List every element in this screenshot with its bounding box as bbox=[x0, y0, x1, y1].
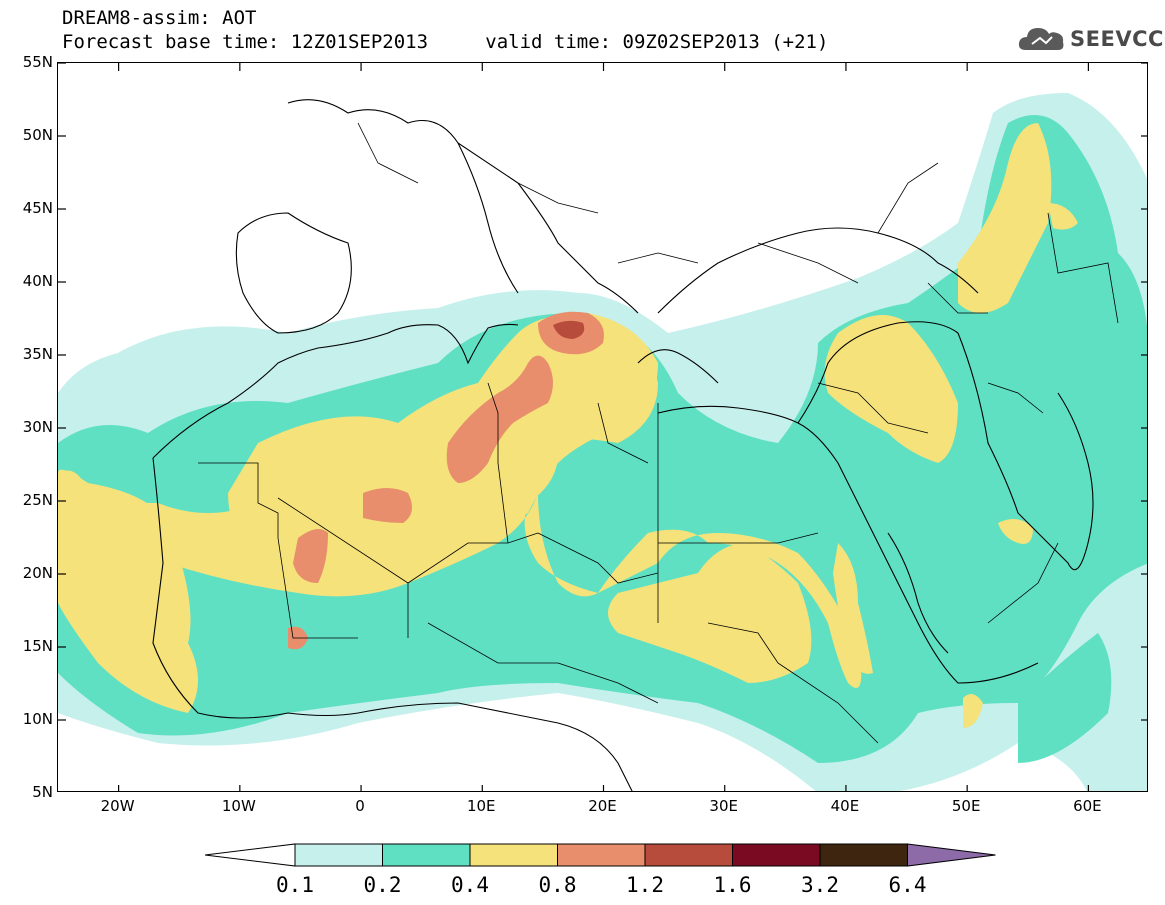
coastlines bbox=[152, 99, 1094, 791]
cloud-icon bbox=[1018, 28, 1064, 50]
base-time-label: Forecast base time: 12Z01SEP2013 bbox=[62, 31, 429, 53]
aot-contour-1.2 bbox=[553, 320, 585, 339]
lat-tick-label: 25N bbox=[22, 491, 53, 509]
lon-tick-label: 0 bbox=[355, 797, 365, 815]
lat-tick-label: 35N bbox=[22, 345, 53, 363]
lat-tick-label: 15N bbox=[22, 637, 53, 655]
colorbar-label: 0.4 bbox=[451, 873, 489, 897]
country-borders bbox=[198, 122, 1119, 744]
map-title: DREAM8-assim: AOT bbox=[62, 7, 257, 29]
colorbar-label: 3.2 bbox=[801, 873, 839, 897]
lat-tick-label: 45N bbox=[22, 199, 53, 217]
lon-tick-label: 40E bbox=[830, 797, 860, 815]
lat-tick-label: 30N bbox=[22, 418, 53, 436]
map-panel bbox=[57, 62, 1148, 792]
lon-tick-label: 30E bbox=[709, 797, 738, 815]
lat-tick-label: 55N bbox=[22, 53, 53, 71]
lat-tick-label: 5N bbox=[32, 783, 53, 801]
colorbar-swatch bbox=[382, 843, 471, 867]
lon-tick-label: 50E bbox=[951, 797, 981, 815]
colorbar-label: 1.6 bbox=[713, 873, 752, 897]
lon-tick-label: 20W bbox=[100, 797, 135, 815]
seevccc-logo: SEEVCCC bbox=[1018, 24, 1165, 56]
map-subtitle: Forecast base time: 12Z01SEP2013 valid t… bbox=[62, 32, 828, 52]
lat-tick-label: 40N bbox=[22, 272, 53, 290]
colorbar-swatch bbox=[732, 843, 821, 867]
colorbar-label: 1.2 bbox=[626, 873, 664, 897]
colorbar-over-arrow bbox=[907, 843, 996, 867]
colorbar-label: 0.1 bbox=[276, 873, 314, 897]
lat-tick-label: 50N bbox=[22, 126, 53, 144]
lon-tick-label: 20E bbox=[588, 797, 617, 815]
aot-contour-0.8 bbox=[288, 311, 604, 650]
colorbar-swatch bbox=[294, 843, 383, 867]
valid-time-label: valid time: 09Z02SEP2013 (+21) bbox=[485, 31, 829, 53]
lon-tick-label: 10E bbox=[466, 797, 496, 815]
lon-tick-label: 60E bbox=[1073, 797, 1102, 815]
colorbar-swatch bbox=[819, 843, 908, 867]
lon-tick-label: 10W bbox=[221, 797, 256, 815]
colorbar-label: 6.4 bbox=[888, 873, 927, 897]
lat-tick-label: 10N bbox=[22, 710, 53, 728]
colorbar-swatch bbox=[469, 843, 558, 867]
colorbar-label: 0.8 bbox=[538, 873, 577, 897]
colorbar-swatch bbox=[557, 843, 646, 867]
colorbar-swatch bbox=[644, 843, 733, 867]
logo-text: SEEVCCC bbox=[1070, 27, 1165, 51]
colorbar-under-arrow bbox=[205, 843, 296, 867]
aot-map bbox=[58, 63, 1147, 791]
colorbar bbox=[205, 843, 996, 867]
axis-tick-marks bbox=[58, 63, 1147, 791]
lat-tick-label: 20N bbox=[22, 564, 53, 582]
colorbar-label: 0.2 bbox=[363, 873, 402, 897]
